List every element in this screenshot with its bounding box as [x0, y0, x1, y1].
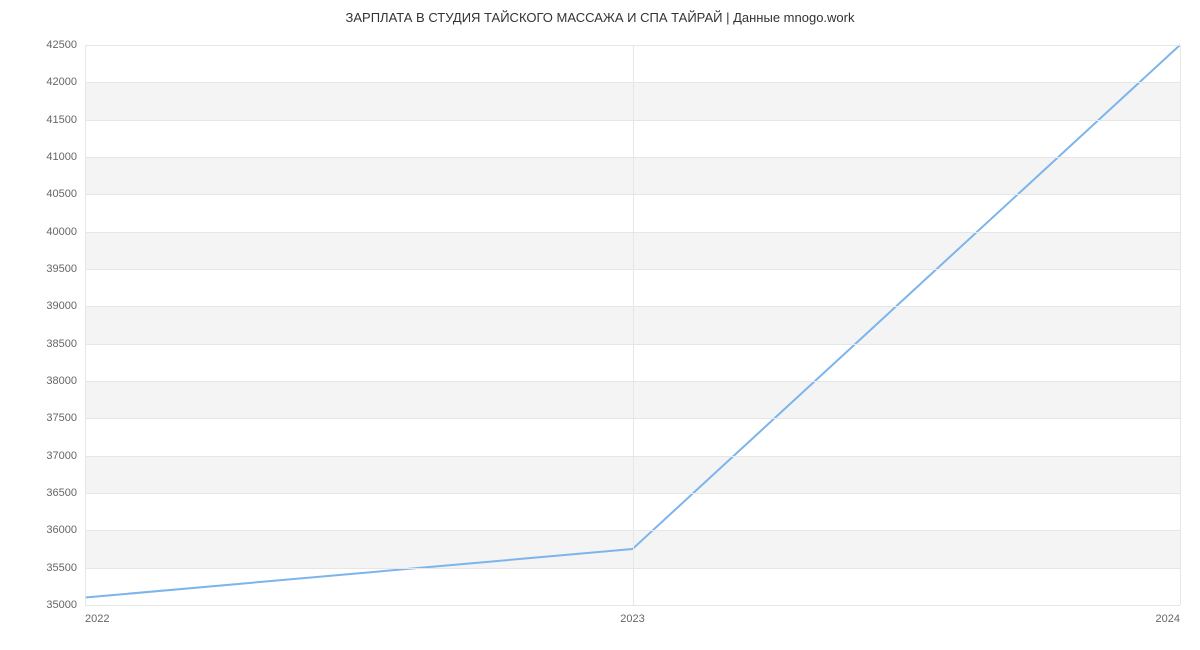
- y-tick-label: 40500: [46, 188, 77, 200]
- x-tick-label: 2024: [1156, 613, 1180, 625]
- y-tick-label: 37000: [46, 450, 77, 462]
- y-tick-label: 39000: [46, 300, 77, 312]
- y-tick-label: 42000: [46, 76, 77, 88]
- x-gridline: [85, 45, 86, 605]
- y-tick-label: 41500: [46, 114, 77, 126]
- y-tick-label: 41000: [46, 151, 77, 163]
- y-tick-label: 36000: [46, 524, 77, 536]
- y-tick-label: 39500: [46, 263, 77, 275]
- y-tick-label: 40000: [46, 226, 77, 238]
- y-tick-label: 38500: [46, 338, 77, 350]
- chart-title: ЗАРПЛАТА В СТУДИЯ ТАЙСКОГО МАССАЖА И СПА…: [0, 10, 1200, 25]
- y-tick-label: 35000: [46, 599, 77, 611]
- y-tick-label: 42500: [46, 39, 77, 51]
- chart-plot-area: 3500035500360003650037000375003800038500…: [85, 45, 1180, 605]
- x-gridline: [633, 45, 634, 605]
- y-gridline: [85, 605, 1180, 606]
- y-tick-label: 36500: [46, 487, 77, 499]
- y-tick-label: 35500: [46, 562, 77, 574]
- x-tick-label: 2022: [85, 613, 109, 625]
- x-gridline: [1180, 45, 1181, 605]
- x-tick-label: 2023: [620, 613, 644, 625]
- y-tick-label: 37500: [46, 412, 77, 424]
- y-tick-label: 38000: [46, 375, 77, 387]
